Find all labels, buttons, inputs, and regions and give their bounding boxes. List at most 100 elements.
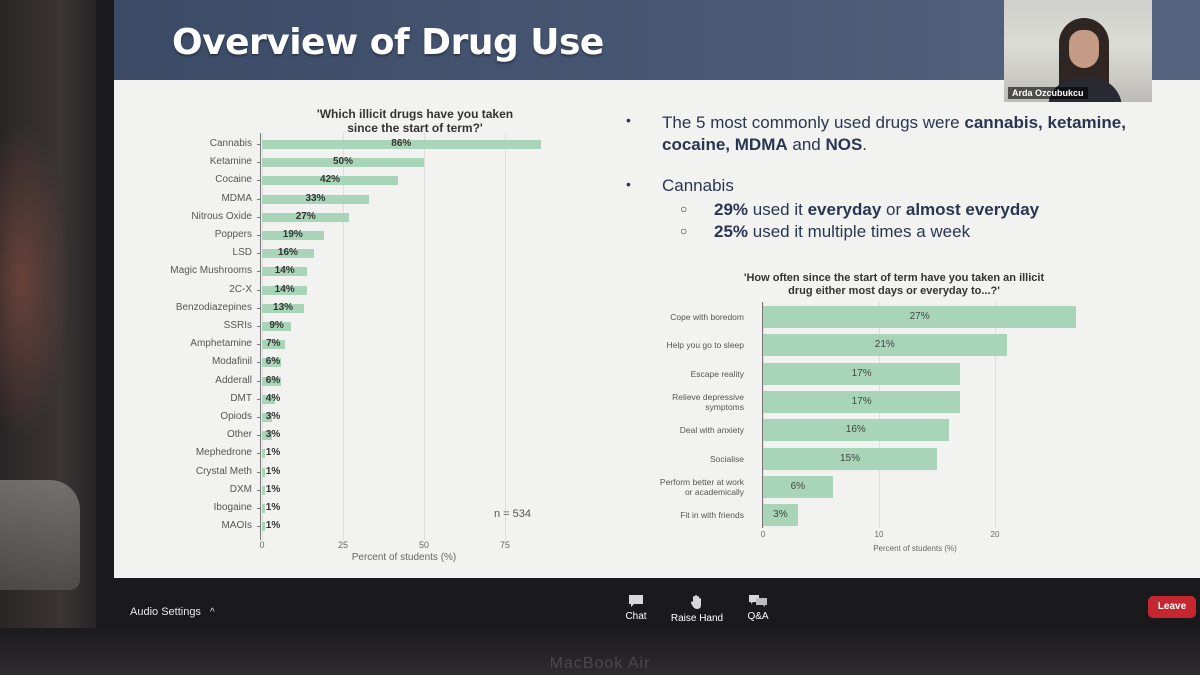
chat-button[interactable]: Chat bbox=[614, 594, 658, 622]
drugs-bar bbox=[262, 194, 369, 204]
drugs-bar-value: 13% bbox=[273, 301, 294, 313]
drugs-bar-row: MAOIs bbox=[114, 520, 264, 534]
drugs-bar bbox=[262, 140, 541, 149]
drugs-tick-label: 0 bbox=[259, 540, 265, 550]
drugs-category-label: Magic Mushrooms bbox=[170, 265, 252, 277]
drugs-y-tick bbox=[257, 162, 260, 164]
drugs-category-label: Modafinil bbox=[211, 356, 252, 368]
reasons-bar bbox=[763, 362, 961, 385]
bullet-2-dot: • bbox=[626, 176, 631, 192]
reasons-tick-label: 20 bbox=[990, 530, 1000, 539]
sub-bullet-1-part-2: or bbox=[881, 200, 906, 219]
drugs-bar bbox=[262, 431, 272, 441]
drugs-category-label: Nitrous Oxide bbox=[191, 210, 252, 222]
audio-settings-button[interactable]: Audio Settings ^ bbox=[130, 606, 215, 618]
sub-bullet-1-text: 29% used it everyday or almost everyday bbox=[714, 200, 1039, 220]
reasons-tick-label: 0 bbox=[760, 530, 766, 539]
drugs-y-tick bbox=[257, 489, 260, 491]
drugs-category-label: Poppers bbox=[214, 229, 252, 240]
drugs-bar bbox=[262, 504, 266, 513]
drugs-chart-x-title: Percent of students (%) bbox=[351, 552, 457, 563]
drugs-bar bbox=[262, 285, 308, 295]
drugs-bar-value: 1% bbox=[265, 502, 281, 513]
drugs-y-tick bbox=[257, 417, 260, 418]
reasons-category-label-line: Help you go to sleep bbox=[666, 340, 745, 351]
drugs-bar bbox=[262, 358, 282, 368]
drugs-category-label: Amphetamine bbox=[190, 338, 252, 350]
drugs-chart-y-axis bbox=[260, 133, 261, 540]
raise-hand-label: Raise Hand bbox=[670, 613, 724, 624]
drugs-category-label: MAOIs bbox=[221, 520, 252, 532]
chat-icon bbox=[629, 595, 643, 607]
reasons-bar-value: 15% bbox=[839, 452, 860, 464]
drugs-bar-row: Amphetamine bbox=[114, 338, 264, 352]
reasons-category-label-line: or academically bbox=[684, 486, 744, 497]
drugs-bar-value: 42% bbox=[320, 174, 341, 186]
drugs-bar bbox=[262, 267, 308, 277]
drugs-bar-value: 7% bbox=[266, 338, 281, 350]
qa-button[interactable]: Q&A bbox=[736, 594, 780, 622]
room-lamp-glow bbox=[0, 120, 70, 440]
reasons-chart-title-line-1: 'How often since the start of term have … bbox=[743, 272, 1045, 284]
reasons-chart-x-title: Percent of students (%) bbox=[873, 544, 957, 553]
drugs-bar-row: Other bbox=[114, 429, 264, 443]
drugs-bar bbox=[262, 249, 314, 259]
reasons-category-label: Escape reality bbox=[584, 369, 744, 379]
reasons-bar-value: 27% bbox=[909, 311, 930, 322]
drugs-category-label: Cannabis bbox=[209, 138, 252, 149]
drugs-category-label: DXM bbox=[229, 483, 252, 495]
drugs-bar bbox=[262, 467, 266, 477]
drugs-bar-value: 19% bbox=[282, 229, 303, 240]
drugs-y-tick bbox=[257, 435, 260, 437]
participant-video[interactable]: Arda Ozcubukcu bbox=[1004, 0, 1152, 102]
drugs-y-tick bbox=[257, 326, 260, 327]
drugs-chart-sample-size: n = 534 bbox=[494, 508, 532, 520]
drugs-y-tick bbox=[257, 526, 260, 528]
drugs-bar bbox=[262, 413, 272, 422]
sub-bullet-1-part-1: used it bbox=[748, 200, 808, 219]
drugs-y-tick bbox=[257, 508, 260, 509]
drugs-y-tick bbox=[257, 289, 260, 291]
bullet-2-heading: Cannabis bbox=[662, 176, 734, 195]
drugs-y-tick bbox=[257, 344, 260, 346]
drugs-bar-row: Modafinil bbox=[114, 356, 264, 370]
drugs-bar-row: Cocaine bbox=[114, 174, 264, 188]
sub-bullet-1-dot: ○ bbox=[680, 202, 688, 216]
drugs-bar-value: 1% bbox=[265, 483, 281, 495]
drugs-y-tick bbox=[257, 198, 260, 200]
bullet-1-part-3: . bbox=[862, 135, 868, 154]
chevron-up-icon[interactable]: ^ bbox=[210, 607, 215, 618]
drugs-bar-row: Nitrous Oxide bbox=[114, 211, 264, 225]
reasons-category-label: Fit in with friends bbox=[584, 510, 744, 520]
zoom-window: Overview of Drug Use 'Which illicit drug… bbox=[96, 0, 1200, 636]
reasons-gridline bbox=[763, 302, 764, 528]
reasons-bar bbox=[763, 334, 1007, 357]
drugs-tick-label: 50 bbox=[418, 540, 429, 550]
drugs-category-label: Opiods bbox=[220, 411, 252, 422]
bullet-1-part-2: and bbox=[787, 135, 826, 154]
reasons-bar-value: 3% bbox=[773, 509, 788, 521]
drugs-bar bbox=[262, 303, 305, 313]
reasons-gridline bbox=[879, 302, 880, 528]
raise-hand-button[interactable]: Raise Hand bbox=[666, 594, 728, 624]
reasons-category-label-line: Deal with anxiety bbox=[679, 425, 744, 436]
drugs-y-tick bbox=[257, 235, 260, 236]
drugs-bar-row: Adderall bbox=[114, 375, 264, 389]
room-object bbox=[0, 480, 80, 590]
drugs-bar-value: 6% bbox=[265, 356, 281, 368]
reasons-bar-value: 17% bbox=[851, 395, 872, 407]
drugs-bar-value: 27% bbox=[295, 210, 316, 222]
drugs-bar-value: 1% bbox=[265, 447, 281, 459]
drugs-category-label: Cocaine bbox=[215, 174, 252, 186]
audio-settings-label: Audio Settings bbox=[130, 606, 201, 618]
drugs-bar-value: 86% bbox=[391, 138, 412, 149]
drugs-bar-value: 16% bbox=[277, 247, 298, 259]
drugs-bar bbox=[262, 176, 399, 186]
leave-button[interactable]: Leave bbox=[1148, 596, 1196, 618]
drugs-bar bbox=[262, 485, 266, 495]
drugs-y-tick bbox=[257, 471, 260, 473]
drugs-bar-row: Opiods bbox=[114, 411, 264, 425]
drugs-bar-value: 6% bbox=[265, 374, 281, 386]
drugs-chart-title: 'Which illicit drugs have you taken sinc… bbox=[300, 107, 530, 135]
reasons-category-label: Deal with anxiety bbox=[584, 425, 744, 435]
